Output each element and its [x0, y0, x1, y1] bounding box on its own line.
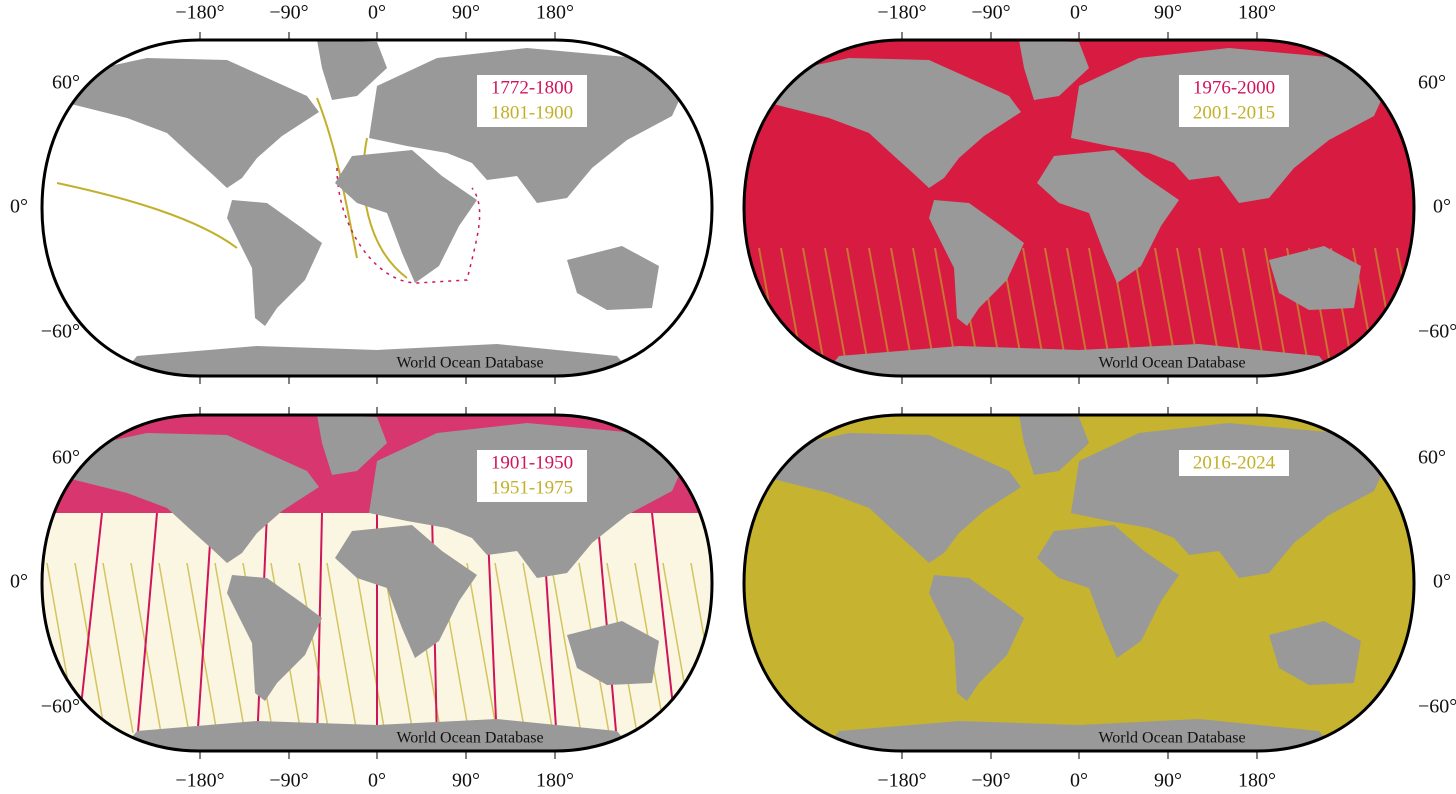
legend-label: 2016-2024 [1193, 452, 1276, 473]
ship-track [136, 512, 158, 744]
lon-label: −90° [971, 2, 1010, 24]
ship-track [336, 167, 481, 284]
credit: World Ocean Database [396, 730, 543, 747]
ship-track [522, 562, 554, 734]
ship-track [868, 247, 890, 359]
ship-track [1044, 247, 1066, 359]
lat-label: 0° [10, 196, 28, 218]
lon-label: 0° [368, 2, 386, 24]
lat-label: 0° [1433, 196, 1451, 218]
lon-label: −180° [877, 2, 926, 24]
lon-label: 0° [1070, 770, 1088, 792]
lon-label: −90° [269, 2, 308, 24]
legend-label: 1951-1975 [491, 477, 573, 498]
legend-box [1179, 75, 1289, 127]
ship-track [466, 562, 498, 734]
lon-label: 180° [536, 2, 574, 24]
lon-label: 90° [452, 770, 480, 792]
lon-label: 90° [1154, 770, 1182, 792]
legend-box [1179, 450, 1289, 476]
lat-label: 0° [1433, 571, 1451, 593]
map-panel: 1772-1800 1801-1900 World Ocean Database −1… [10, 2, 714, 384]
lon-label: 180° [536, 770, 574, 792]
lon-label: 0° [368, 770, 386, 792]
ship-track [1066, 247, 1088, 359]
ship-track [846, 247, 868, 359]
ship-track [550, 562, 582, 734]
ship-track [382, 562, 414, 734]
ship-track [354, 562, 386, 734]
lon-label: 180° [1238, 2, 1276, 24]
legend-label: 1801-1900 [491, 102, 573, 123]
credit: World Ocean Database [396, 355, 543, 372]
ship-track [326, 562, 358, 734]
ship-track [1264, 247, 1286, 359]
ship-track [1198, 247, 1220, 359]
ship-track [316, 512, 323, 744]
map-panel: 1901-1950 1951-1975 World Ocean Database −1… [10, 407, 714, 792]
lat-label: 0° [10, 571, 28, 593]
map-body [42, 415, 712, 751]
ship-track [912, 247, 934, 359]
lon-label: −90° [971, 770, 1010, 792]
ship-track [214, 562, 246, 734]
ship-track [494, 562, 526, 734]
legend-label: 1976-2000 [1193, 77, 1275, 98]
ship-track [158, 562, 190, 734]
map-panel: 1976-2000 2001-2015 World Ocean Database −1… [742, 2, 1456, 384]
map-body [42, 40, 712, 376]
lon-label: −180° [877, 770, 926, 792]
legend-box [477, 450, 587, 502]
legend-label: 2001-2015 [1193, 102, 1275, 123]
lon-label: −90° [269, 770, 308, 792]
map-body [744, 40, 1414, 376]
ship-track [934, 247, 956, 359]
lat-label: −60° [1418, 696, 1456, 718]
ship-track [1154, 247, 1176, 359]
lon-label: 180° [1238, 770, 1276, 792]
ship-track [1088, 247, 1110, 359]
legend-label: 1772-1800 [491, 77, 573, 98]
lon-label: 90° [452, 2, 480, 24]
map-panel: 2016-2024 World Ocean Database −180° −90° 0°… [742, 407, 1456, 792]
ship-track [1022, 247, 1044, 359]
lon-label: 0° [1070, 2, 1088, 24]
ship-track [196, 512, 213, 744]
lon-label: 90° [1154, 2, 1182, 24]
ship-track [824, 247, 846, 359]
lat-label: −60° [1418, 321, 1456, 343]
lat-label: −60° [41, 696, 80, 718]
lat-label: −60° [41, 321, 80, 343]
ship-track [74, 562, 106, 734]
map-body [744, 415, 1414, 751]
ship-track [298, 562, 330, 734]
ship-track [102, 562, 134, 734]
lon-label: −180° [175, 2, 224, 24]
ship-track [1176, 247, 1198, 359]
lon-label: −180° [175, 770, 224, 792]
ship-track [802, 247, 824, 359]
lat-label: 60° [52, 72, 80, 94]
lat-label: 60° [52, 447, 80, 469]
ship-track [186, 562, 218, 734]
ship-track [890, 247, 912, 359]
legend-label: 1901-1950 [491, 452, 573, 473]
credit: World Ocean Database [1098, 355, 1245, 372]
credit: World Ocean Database [1098, 730, 1245, 747]
lat-label: 60° [1418, 447, 1446, 469]
legend-box [477, 75, 587, 127]
ship-track [1242, 247, 1264, 359]
ship-track [1220, 247, 1242, 359]
lat-label: 60° [1418, 72, 1446, 94]
